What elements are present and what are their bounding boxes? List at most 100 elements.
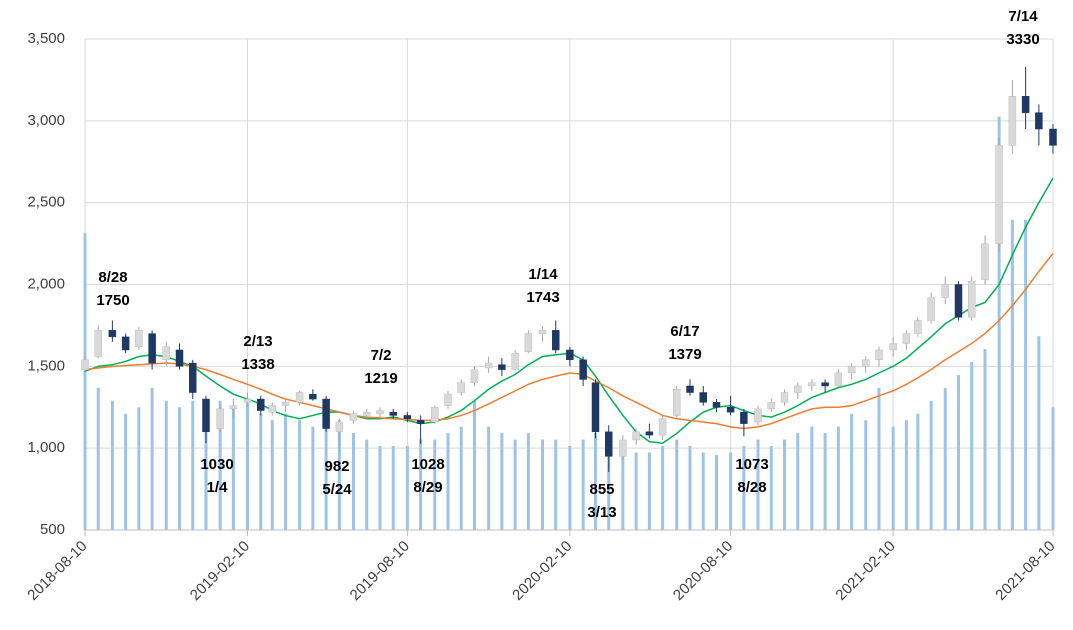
volume-bar <box>137 407 141 530</box>
annotation: 1030 <box>200 456 233 473</box>
annotation: 1/4 <box>207 479 229 496</box>
annotation: 3330 <box>1006 31 1039 48</box>
volume-bar <box>916 413 920 530</box>
candle-body <box>1049 128 1057 146</box>
volume-bar <box>634 452 638 530</box>
volume-bar <box>850 413 854 530</box>
annotation: 7/14 <box>1008 8 1038 25</box>
volume-bar <box>500 433 504 530</box>
x-tick-label: 2018-08-10 <box>24 538 90 604</box>
candle-body <box>927 297 935 321</box>
volume-bar <box>904 420 908 530</box>
volume-bar <box>864 420 868 530</box>
candle-body <box>322 398 330 429</box>
volume-bar <box>298 420 302 530</box>
candle-body <box>740 411 748 424</box>
candle-body <box>1035 112 1043 130</box>
volume-bar <box>729 452 733 530</box>
y-tick-label: 3,000 <box>27 112 65 129</box>
y-tick-label: 2,000 <box>27 275 65 292</box>
x-tick-label: 2020-02-10 <box>509 538 575 604</box>
volume-bar <box>997 116 1001 531</box>
annotation: 855 <box>589 481 614 498</box>
annotation: 1028 <box>411 456 444 473</box>
annotation: 1743 <box>526 289 559 306</box>
candle-body <box>821 382 829 387</box>
candle-body <box>645 431 654 436</box>
volume-bar <box>1051 407 1055 530</box>
candle-body <box>780 392 789 403</box>
volume-bar <box>391 446 395 530</box>
volume-bar <box>337 420 341 530</box>
candle-body <box>349 413 358 421</box>
candle-body <box>604 431 613 457</box>
candle-body <box>362 411 371 416</box>
volume-bar <box>621 446 625 530</box>
volume-bar <box>769 446 773 530</box>
candle-body <box>148 333 156 364</box>
volume-bar <box>283 413 287 530</box>
annotation: 1/14 <box>528 266 558 283</box>
annotation: 1338 <box>241 356 274 373</box>
candle-body <box>902 333 911 344</box>
candle-body <box>658 418 667 436</box>
candle-body <box>914 320 922 334</box>
volume-bar <box>647 452 651 530</box>
volume-bar <box>405 446 409 530</box>
candle-body <box>202 398 210 433</box>
annotation: 2/13 <box>243 333 272 350</box>
volume-bar <box>218 400 222 530</box>
volume-bar <box>459 426 463 530</box>
volume-bar <box>204 400 208 530</box>
volume-bar <box>891 426 895 530</box>
candle-body <box>389 411 397 416</box>
volume-bar <box>675 439 679 530</box>
candle-body <box>175 349 184 367</box>
x-tick-label: 2021-02-10 <box>832 538 898 604</box>
candle-body <box>335 421 344 433</box>
candle-body <box>566 349 574 361</box>
candle-body <box>579 359 587 380</box>
volume-bar <box>836 426 840 530</box>
volume-bar <box>487 426 491 530</box>
volume-bar <box>378 446 382 530</box>
annotation: 5/24 <box>322 481 352 498</box>
volume-bar <box>311 426 315 530</box>
candle-body <box>632 431 640 441</box>
candle-body <box>498 364 506 370</box>
candle-body <box>162 346 171 361</box>
volume-bar <box>124 413 128 530</box>
moving-average <box>84 177 1054 445</box>
candle-body <box>229 405 238 410</box>
candle-body <box>591 382 600 433</box>
volume-bar <box>688 446 692 530</box>
y-tick-label: 1,500 <box>27 357 65 374</box>
candle-body <box>376 410 384 415</box>
volume-bar <box>810 426 814 530</box>
volume-bar <box>259 413 263 530</box>
candle-body <box>726 407 735 413</box>
volume-bar <box>943 387 947 530</box>
volume-bar <box>83 232 87 530</box>
candle-body <box>1008 96 1017 146</box>
candle-body <box>834 372 843 387</box>
candle-body <box>135 330 143 347</box>
volume-bar <box>513 439 517 530</box>
volume-bar <box>324 413 328 530</box>
candle-body <box>981 243 989 280</box>
volume-bar <box>270 420 274 530</box>
volume-bar <box>983 349 987 530</box>
annotation: 1219 <box>364 370 397 387</box>
volume-bar <box>1024 219 1028 531</box>
volume-bar <box>929 400 933 530</box>
candle-body <box>808 382 816 387</box>
candle-body <box>243 398 252 403</box>
moving-average <box>84 252 1054 430</box>
x-tick-label: 2021-08-10 <box>992 538 1058 604</box>
candle-body <box>552 330 560 351</box>
volume-bar <box>970 362 974 530</box>
volume-bar <box>96 387 100 530</box>
candle-body <box>94 330 102 357</box>
annotation: 8/29 <box>413 479 442 496</box>
candle-body <box>954 284 963 318</box>
